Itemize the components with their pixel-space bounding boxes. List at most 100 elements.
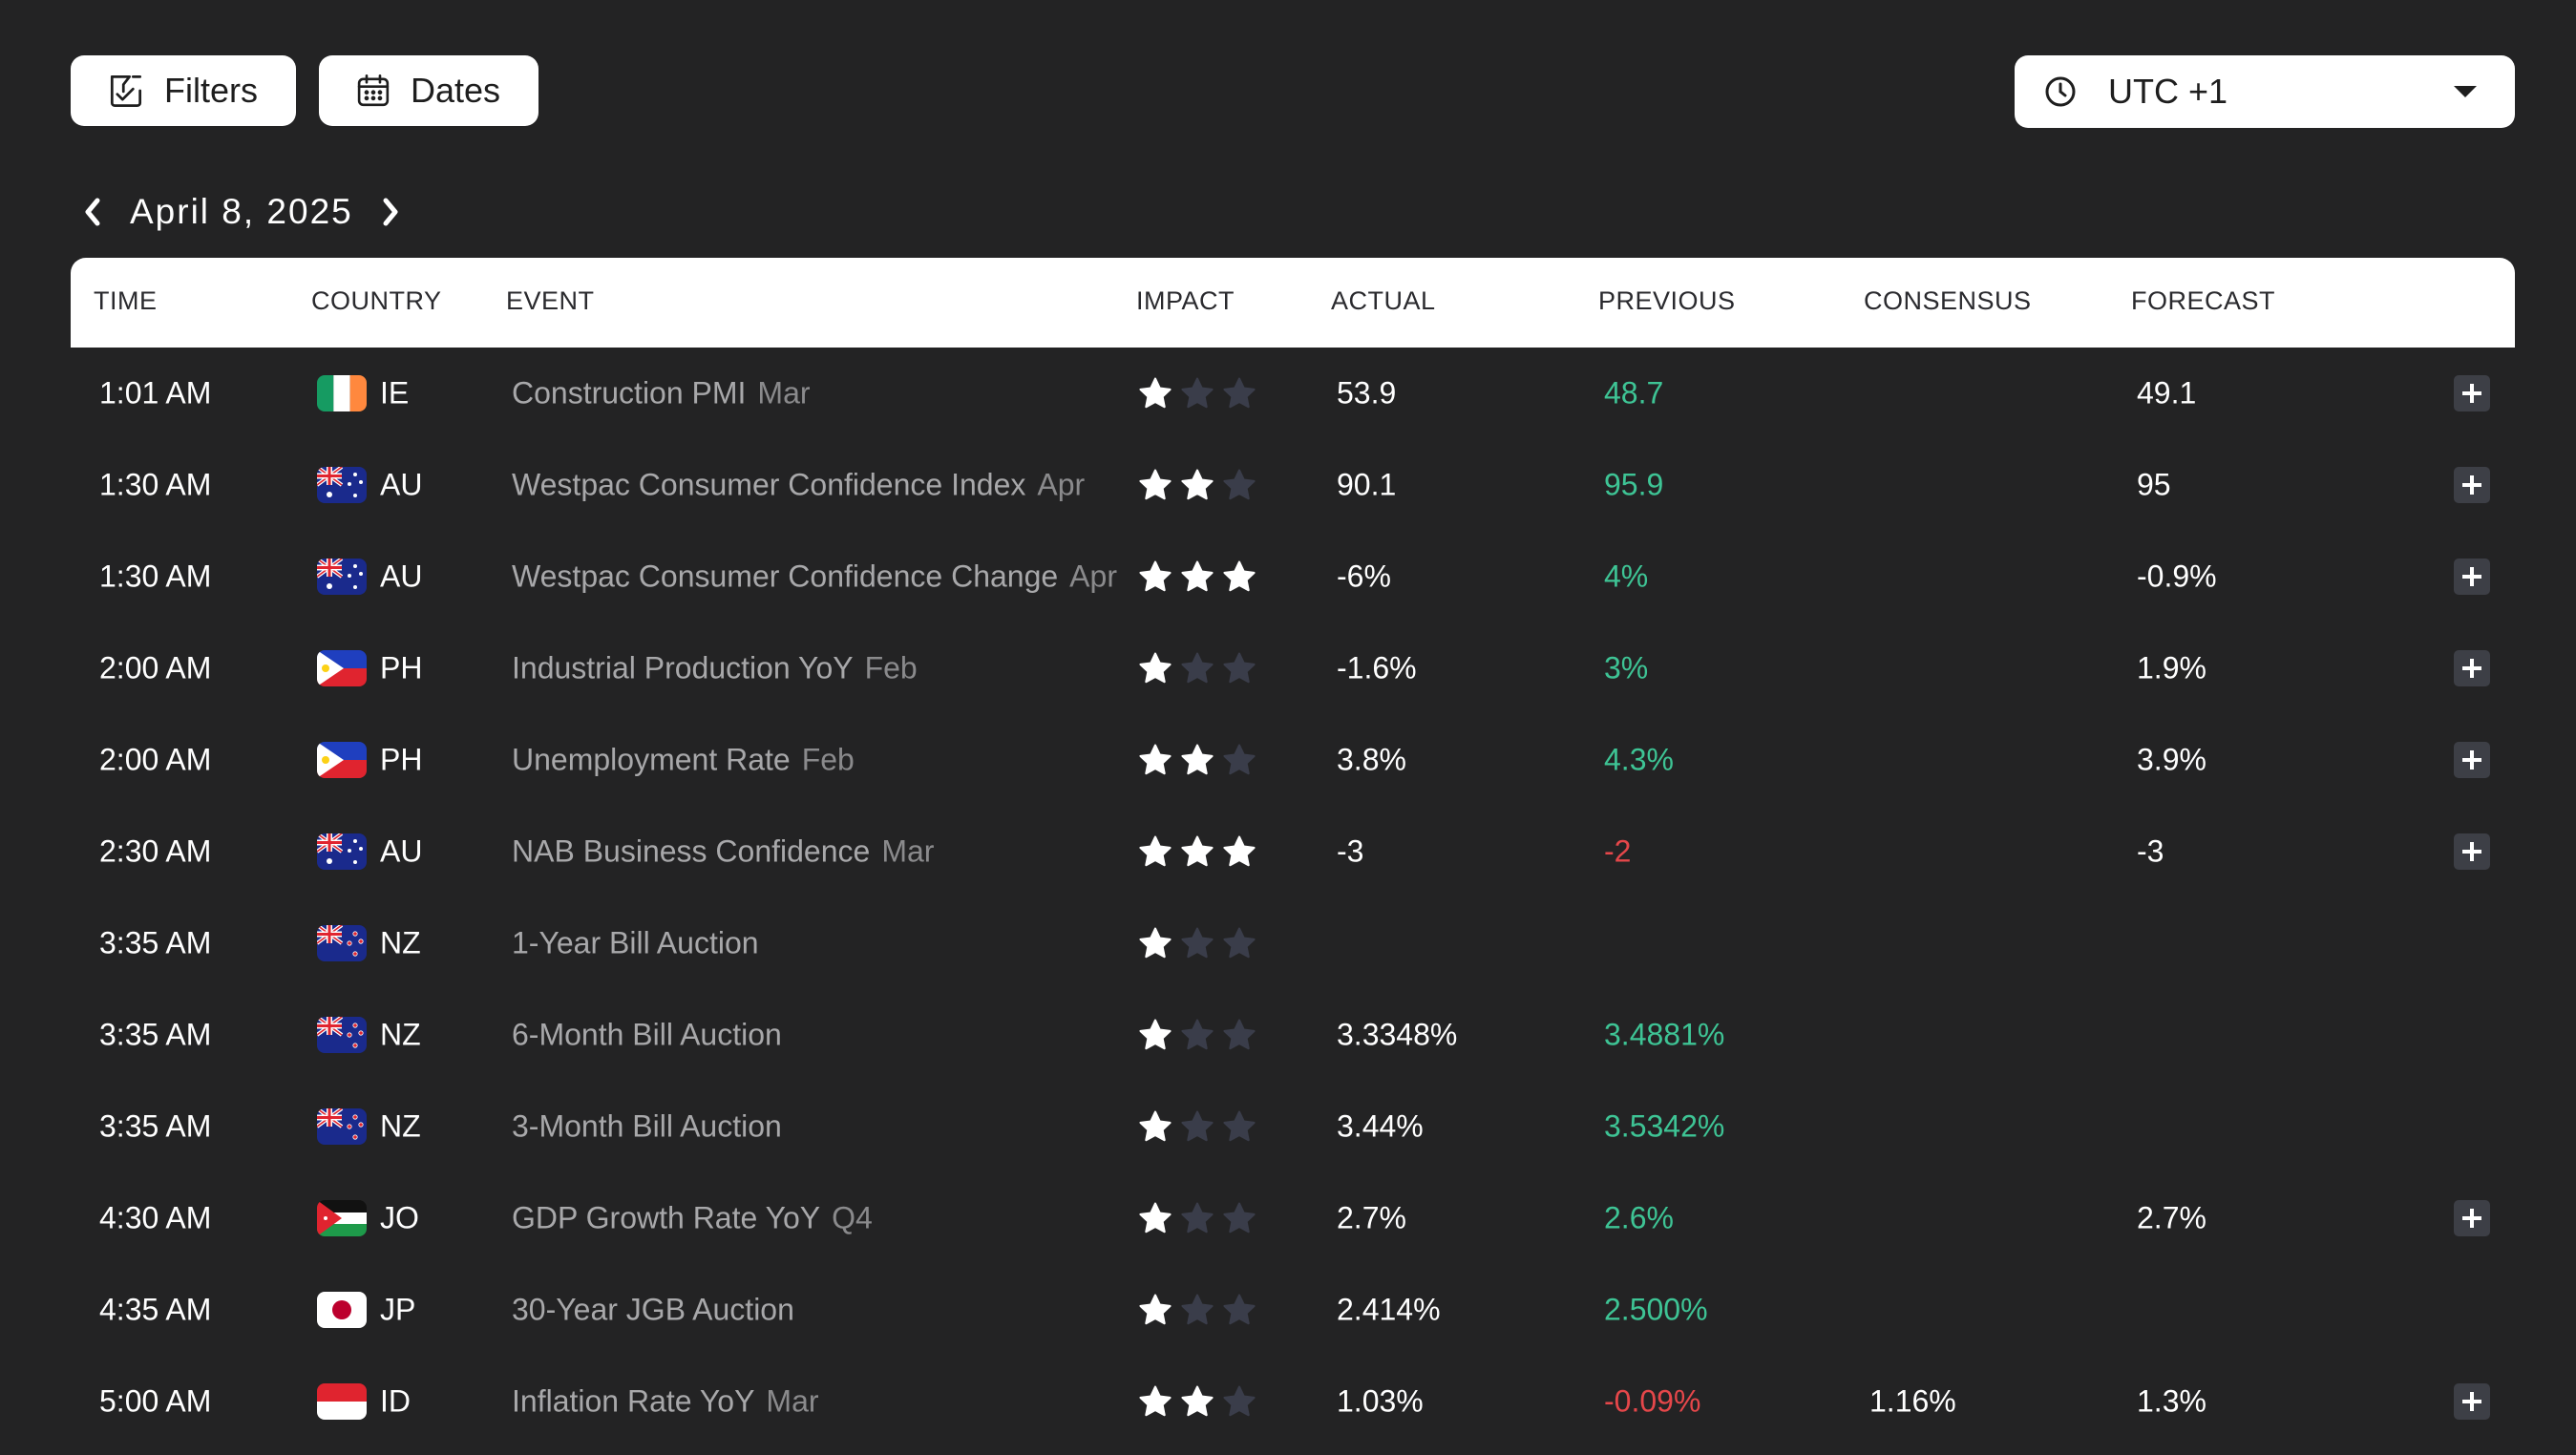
event-name-cell[interactable]: Unemployment Rate Feb: [512, 743, 855, 778]
timezone-value: UTC +1: [2108, 72, 2228, 111]
column-header-actual[interactable]: ACTUAL: [1331, 286, 1436, 315]
expand-row-button[interactable]: [2454, 742, 2490, 778]
previous-value: 3%: [1604, 650, 1649, 685]
impact-rating: [1138, 834, 1256, 869]
expand-row-button[interactable]: [2454, 833, 2490, 870]
event-time: 2:00 AM: [99, 742, 212, 777]
column-header-impact[interactable]: IMPACT: [1136, 286, 1235, 315]
table-row[interactable]: 2:00 AM PH Unemployment Rate Feb 3.8% 4.3% 3.9…: [71, 714, 2515, 806]
impact-rating: [1138, 1384, 1256, 1419]
expand-row-button[interactable]: [2454, 375, 2490, 411]
star-icon: [1223, 1385, 1256, 1417]
event-name-cell[interactable]: Westpac Consumer Confidence Change Apr: [512, 559, 1117, 595]
star-icon: [1139, 652, 1172, 684]
event-name-cell[interactable]: Inflation Rate YoY Mar: [512, 1384, 819, 1420]
star-icon: [1223, 1294, 1256, 1325]
nz-flag-icon: [317, 1108, 367, 1145]
toolbar: Filters Dates: [71, 55, 538, 126]
event-name: Westpac Consumer Confidence Change: [512, 559, 1059, 594]
star-icon: [1223, 1202, 1256, 1234]
event-period: Mar: [881, 833, 935, 869]
actual-value: 3.8%: [1337, 742, 1406, 777]
table-row[interactable]: 1:30 AM AU Westpac Consumer Confidence Ind…: [71, 439, 2515, 531]
event-name-cell[interactable]: 3-Month Bill Auction: [512, 1109, 782, 1145]
table-row[interactable]: 4:35 AM JP 30-Year JGB Auction 2.414% 2.500%: [71, 1264, 2515, 1356]
table-row[interactable]: 3:35 AM NZ 3-Month Bill Auction 3.44% 3.5342…: [71, 1081, 2515, 1172]
star-icon: [1139, 835, 1172, 867]
impact-rating: [1138, 376, 1256, 411]
table-row[interactable]: 3:35 AM NZ 1-Year Bill Auction: [71, 897, 2515, 989]
event-name-cell[interactable]: Construction PMI Mar: [512, 376, 811, 411]
table-row[interactable]: 4:30 AM JO GDP Growth Rate YoY Q4 2.7% 2.6% 2.…: [71, 1172, 2515, 1264]
chevron-right-icon: [383, 198, 398, 226]
expand-row-button[interactable]: [2454, 1200, 2490, 1236]
star-icon: [1181, 1385, 1214, 1417]
event-time: 3:35 AM: [99, 925, 212, 960]
event-time: 4:30 AM: [99, 1200, 212, 1235]
event-name-cell[interactable]: Industrial Production YoY Feb: [512, 651, 918, 686]
ph-flag-icon: [317, 742, 367, 778]
actual-value: -1.6%: [1337, 650, 1417, 685]
id-flag-icon: [317, 1383, 367, 1420]
column-header-consensus[interactable]: CONSENSUS: [1864, 286, 2032, 315]
event-name: 1-Year Bill Auction: [512, 925, 759, 960]
table-row[interactable]: 5:00 AM ID Inflation Rate YoY Mar 1.03% -0.09…: [71, 1356, 2515, 1447]
timezone-select[interactable]: UTC +1: [2015, 55, 2515, 128]
dates-button[interactable]: Dates: [319, 55, 538, 126]
country-code: PH: [380, 742, 423, 777]
event-name: GDP Growth Rate YoY: [512, 1200, 821, 1235]
expand-row-button[interactable]: [2454, 559, 2490, 595]
event-time: 5:00 AM: [99, 1383, 212, 1419]
expand-row-button[interactable]: [2454, 650, 2490, 686]
star-icon: [1223, 744, 1256, 775]
table-row[interactable]: 1:01 AM IE Construction PMI Mar 53.9 48.7 49.1: [71, 348, 2515, 439]
star-icon: [1181, 1202, 1214, 1234]
event-time: 3:35 AM: [99, 1108, 212, 1144]
event-period: Apr: [1037, 467, 1086, 502]
event-name-cell[interactable]: NAB Business Confidence Mar: [512, 834, 934, 870]
event-name-cell[interactable]: GDP Growth Rate YoY Q4: [512, 1201, 873, 1236]
impact-rating: [1138, 651, 1256, 685]
country-code: NZ: [380, 1108, 421, 1144]
event-name: 3-Month Bill Auction: [512, 1108, 782, 1144]
column-header-previous[interactable]: PREVIOUS: [1598, 286, 1736, 315]
actual-value: 3.44%: [1337, 1108, 1424, 1144]
actual-value: 1.03%: [1337, 1383, 1424, 1419]
forecast-value: -0.9%: [2137, 559, 2217, 594]
previous-value: 3.4881%: [1604, 1017, 1725, 1052]
star-icon: [1139, 1385, 1172, 1417]
au-flag-icon: [317, 833, 367, 870]
expand-row-button[interactable]: [2454, 1383, 2490, 1420]
event-name-cell[interactable]: 1-Year Bill Auction: [512, 926, 759, 961]
event-name-cell[interactable]: 30-Year JGB Auction: [512, 1293, 794, 1328]
impact-rating: [1138, 1109, 1256, 1144]
table-row[interactable]: 3:35 AM NZ 6-Month Bill Auction 3.3348% 3.48…: [71, 989, 2515, 1081]
previous-day-button[interactable]: [76, 191, 109, 233]
previous-value: 3.5342%: [1604, 1108, 1725, 1144]
table-row[interactable]: 2:30 AM AU NAB Business Confidence Mar -3 -2 -…: [71, 806, 2515, 897]
event-name-cell[interactable]: Westpac Consumer Confidence Index Apr: [512, 468, 1085, 503]
event-time: 1:30 AM: [99, 559, 212, 594]
column-header-event[interactable]: EVENT: [506, 286, 595, 315]
star-icon: [1139, 744, 1172, 775]
column-header-forecast[interactable]: FORECAST: [2131, 286, 2276, 315]
expand-row-button[interactable]: [2454, 467, 2490, 503]
star-icon: [1223, 1019, 1256, 1050]
event-period: Mar: [757, 375, 811, 411]
column-header-country[interactable]: COUNTRY: [311, 286, 442, 315]
next-day-button[interactable]: [374, 191, 407, 233]
clock-icon: [2045, 76, 2076, 107]
star-icon: [1181, 744, 1214, 775]
star-icon: [1139, 1202, 1172, 1234]
event-name-cell[interactable]: 6-Month Bill Auction: [512, 1018, 782, 1053]
table-row[interactable]: 1:30 AM AU Westpac Consumer Confidence Cha…: [71, 531, 2515, 622]
filters-button[interactable]: Filters: [71, 55, 296, 126]
table-row[interactable]: 2:00 AM PH Industrial Production YoY Feb -1.…: [71, 622, 2515, 714]
star-icon: [1223, 835, 1256, 867]
event-name: Industrial Production YoY: [512, 650, 854, 685]
impact-rating: [1138, 468, 1256, 502]
column-header-time[interactable]: TIME: [94, 286, 158, 315]
chevron-down-icon: [2454, 86, 2477, 97]
star-icon: [1181, 377, 1214, 409]
event-name: Unemployment Rate: [512, 742, 791, 777]
